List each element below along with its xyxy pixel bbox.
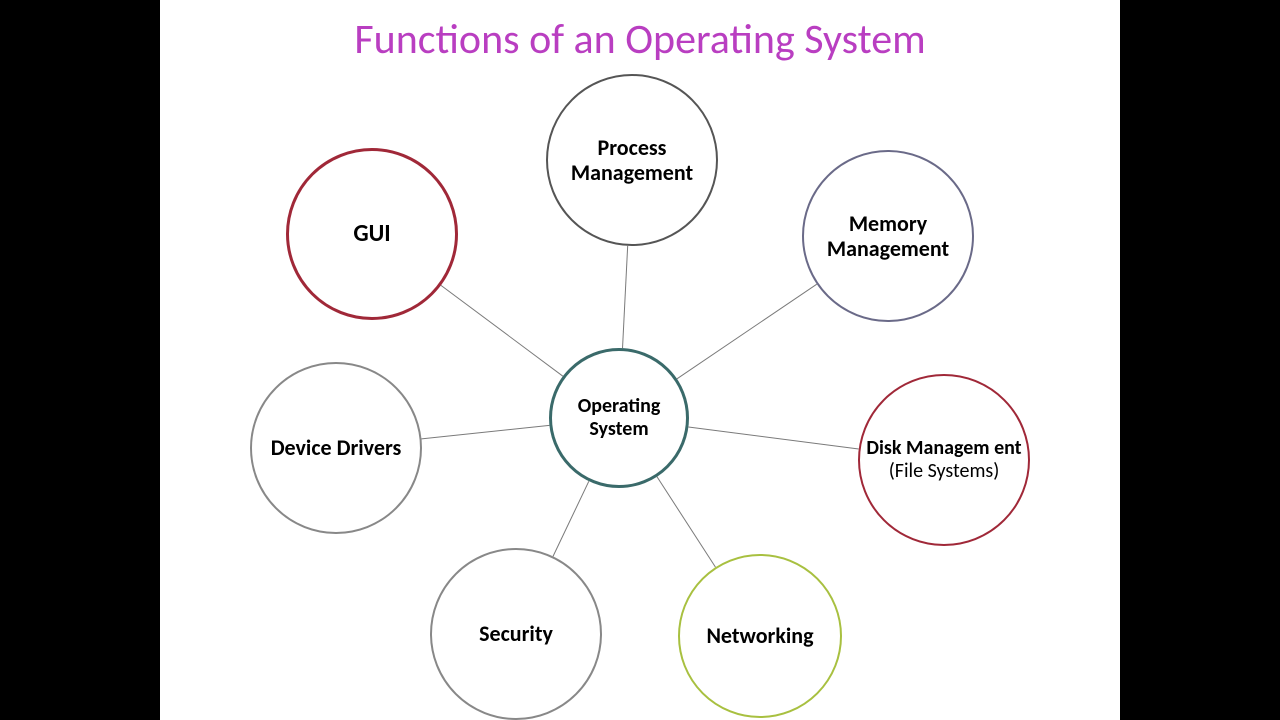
node-disk: Disk Managem ent (File Systems) (858, 374, 1030, 546)
node-memory: Memory Management (802, 150, 974, 322)
node-memory-label: Memory Management (810, 211, 966, 262)
node-drivers: Device Drivers (250, 362, 422, 534)
node-disk-label: Disk Managem ent (File Systems) (866, 437, 1022, 483)
center-node-label: Operating System (558, 395, 680, 441)
diagram-stage: Functions of an Operating System Operati… (0, 0, 1280, 720)
letterbox-right (1120, 0, 1280, 720)
node-networking: Networking (678, 554, 842, 718)
node-security-label: Security (438, 621, 594, 646)
node-process-label: Process Management (554, 135, 710, 186)
node-gui-label: GUI (295, 220, 449, 248)
node-process: Process Management (546, 74, 718, 246)
node-gui: GUI (286, 148, 458, 320)
diagram-title: Functions of an Operating System (160, 14, 1120, 65)
node-security: Security (430, 548, 602, 720)
node-drivers-label: Device Drivers (258, 435, 414, 460)
center-node: Operating System (549, 348, 689, 488)
node-networking-label: Networking (686, 623, 834, 648)
letterbox-left (0, 0, 160, 720)
diagram-canvas: Functions of an Operating System Operati… (160, 0, 1120, 720)
